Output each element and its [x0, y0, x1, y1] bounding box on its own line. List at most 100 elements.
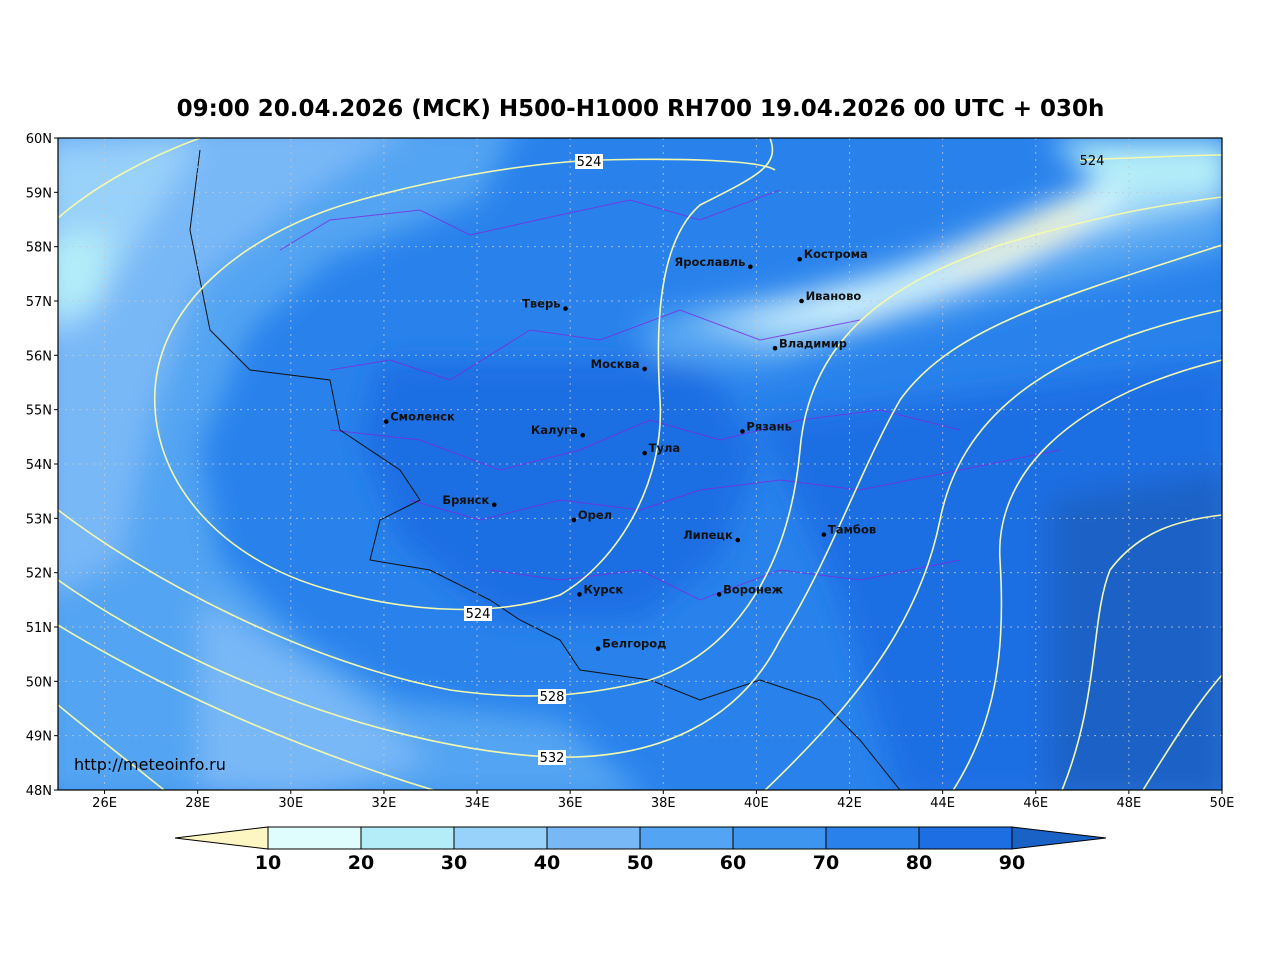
lon-tick-label: 46E — [1023, 796, 1048, 811]
city: Смоленск — [383, 410, 455, 424]
colorbar-tick-label: 40 — [534, 852, 560, 874]
colorbar-tick-label: 50 — [627, 852, 653, 874]
city: Орел — [571, 508, 612, 523]
border-lines — [279, 189, 1061, 601]
lat-tick-label: 50N — [26, 675, 52, 690]
lat-tick-label: 58N — [26, 241, 52, 256]
city-label: Иваново — [806, 289, 862, 303]
grid-lines — [58, 138, 1222, 790]
colorbar-high-arrow — [1011, 826, 1107, 850]
city: Тверь — [522, 297, 568, 311]
city-dot — [716, 592, 722, 597]
city: Калуга — [531, 423, 586, 438]
city: Тамбов — [821, 523, 876, 537]
city: Липецк — [683, 528, 741, 543]
colorbar-segment — [453, 826, 548, 850]
city-dot — [571, 517, 577, 523]
lon-tick-label: 36E — [558, 796, 583, 811]
city-dot — [740, 429, 745, 434]
axis-ticks: 26E 28E 30E 32E 34E 36E 38E 40E 42E 44E 46E 48E 50E 4… — [26, 132, 1235, 811]
city-label: Смоленск — [390, 410, 455, 424]
lon-tick-label: 34E — [465, 796, 490, 811]
colorbar-tick-label: 90 — [999, 852, 1025, 874]
colorbar-tick-label: 70 — [813, 852, 839, 874]
lat-tick-label: 53N — [26, 512, 52, 527]
city-label: Белгород — [602, 637, 666, 651]
lon-tick-label: 32E — [372, 796, 397, 811]
city-dot — [748, 264, 753, 270]
city-dot — [563, 306, 568, 311]
city-dot — [595, 646, 601, 652]
city-label: Воронеж — [723, 582, 784, 596]
lat-tick-label: 54N — [26, 458, 52, 473]
contour-label: 528 — [540, 690, 565, 705]
city: Ярославль — [674, 255, 753, 270]
city-label: Кострома — [804, 247, 868, 261]
city-label: Москва — [591, 357, 640, 371]
city: Брянск — [442, 493, 497, 508]
city-dot — [491, 502, 497, 508]
contour-label: 532 — [540, 751, 565, 766]
colorbar-segment — [732, 826, 827, 850]
city-label: Тверь — [522, 297, 560, 311]
city-dot — [799, 298, 804, 304]
watermark: http://meteoinfo.ru — [74, 755, 226, 774]
city-label: Брянск — [442, 493, 489, 507]
colorbar-tick-label: 10 — [255, 852, 281, 874]
city: Рязань — [740, 419, 792, 434]
colorbar-segment — [639, 826, 734, 850]
map-title: 09:00 20.04.2026 (МСК) H500-H1000 RH700 … — [176, 96, 1105, 122]
city-label: Тула — [649, 441, 681, 455]
colorbar: 10 20 30 40 50 60 70 80 90 — [174, 826, 1107, 874]
city-dot — [577, 592, 582, 597]
city: Кострома — [797, 247, 868, 262]
city-label: Липецк — [683, 528, 733, 542]
lat-tick-label: 55N — [26, 404, 52, 419]
lon-tick-label: 38E — [651, 796, 676, 811]
colorbar-segment — [918, 826, 1013, 850]
colorbar-low-arrow — [174, 826, 269, 850]
lat-tick-label: 49N — [26, 730, 52, 745]
contour-label: 524 — [466, 607, 491, 622]
country-border — [189, 149, 901, 790]
city-dot — [797, 256, 803, 262]
city-dot — [642, 366, 647, 372]
height-contours — [58, 138, 1222, 790]
city-label: Курск — [583, 582, 623, 596]
city-markers: Ярославль Кострома Тверь Иваново Владимир Мос… — [383, 247, 876, 652]
lon-tick-label: 40E — [744, 796, 769, 811]
colorbar-segment — [360, 826, 455, 850]
colorbar-tick-label: 20 — [348, 852, 374, 874]
city-dot — [735, 537, 741, 543]
city-label: Владимир — [779, 336, 847, 350]
colorbar-tick-label: 60 — [720, 852, 746, 874]
city: Белгород — [595, 637, 666, 652]
city-dot — [642, 450, 647, 456]
city: Курск — [577, 582, 623, 597]
lon-tick-label: 50E — [1210, 796, 1235, 811]
lat-tick-label: 57N — [26, 295, 52, 310]
lat-tick-label: 51N — [26, 621, 52, 636]
colorbar-segment — [825, 826, 920, 850]
city-label: Калуга — [531, 423, 578, 437]
city-dot — [580, 432, 586, 438]
humidity-field: Ярославль Кострома Тверь Иваново Владимир Мос… — [58, 138, 1222, 790]
city-dot — [772, 345, 778, 351]
lat-tick-label: 52N — [26, 567, 52, 582]
lon-tick-label: 42E — [837, 796, 862, 811]
lon-tick-label: 44E — [930, 796, 955, 811]
city: Москва — [591, 357, 647, 372]
city-label: Рязань — [746, 419, 791, 433]
lat-tick-label: 60N — [26, 132, 52, 147]
city: Иваново — [799, 289, 862, 304]
lat-tick-label: 56N — [26, 349, 52, 364]
lon-tick-label: 30E — [278, 796, 303, 811]
city-label: Орел — [578, 508, 612, 522]
contour-labels: 524 524 524 528 532 — [464, 154, 1104, 766]
city-dot — [821, 532, 827, 537]
city-label: Тамбов — [828, 523, 876, 537]
lat-tick-label: 59N — [26, 186, 52, 201]
city-dot — [383, 419, 389, 424]
lon-tick-label: 28E — [185, 796, 210, 811]
